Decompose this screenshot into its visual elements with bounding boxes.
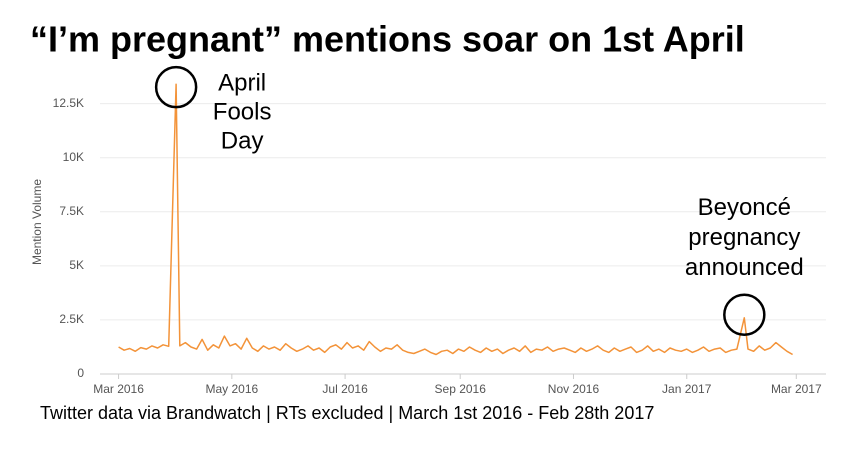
- x-tick-label: Sep 2016: [435, 382, 487, 396]
- highlight-circle: [723, 293, 766, 337]
- x-tick-label: Jan 2017: [662, 382, 712, 396]
- x-tick-label: May 2016: [205, 382, 258, 396]
- line: [118, 83, 793, 356]
- x-tick-label: Jul 2016: [322, 382, 368, 396]
- annotation: pregnancy: [688, 224, 800, 251]
- y-axis-label: Mention Volume: [30, 179, 44, 265]
- y-tick-label: 0: [77, 366, 84, 380]
- y-tick-label: 5K: [69, 258, 84, 272]
- source-note: Twitter data via Brandwatch | RTs exclud…: [40, 403, 654, 423]
- annotation: Day: [221, 128, 264, 155]
- y-tick-label: 10K: [63, 150, 84, 164]
- x-tick-label: Mar 2016: [93, 382, 144, 396]
- chart-title: “I’m pregnant” mentions soar on 1st Apri…: [30, 19, 745, 60]
- annotation: Fools: [213, 99, 272, 126]
- highlight-circle: [154, 65, 198, 109]
- annotation: announced: [685, 254, 804, 281]
- annotation: April: [218, 70, 266, 97]
- x-tick-label: Nov 2016: [548, 382, 600, 396]
- y-tick-label: 12.5K: [53, 96, 84, 110]
- annotation: Beyoncé: [698, 194, 791, 221]
- y-tick-label: 2.5K: [59, 312, 84, 326]
- y-tick-label: 7.5K: [59, 204, 84, 218]
- x-tick-label: Mar 2017: [771, 382, 822, 396]
